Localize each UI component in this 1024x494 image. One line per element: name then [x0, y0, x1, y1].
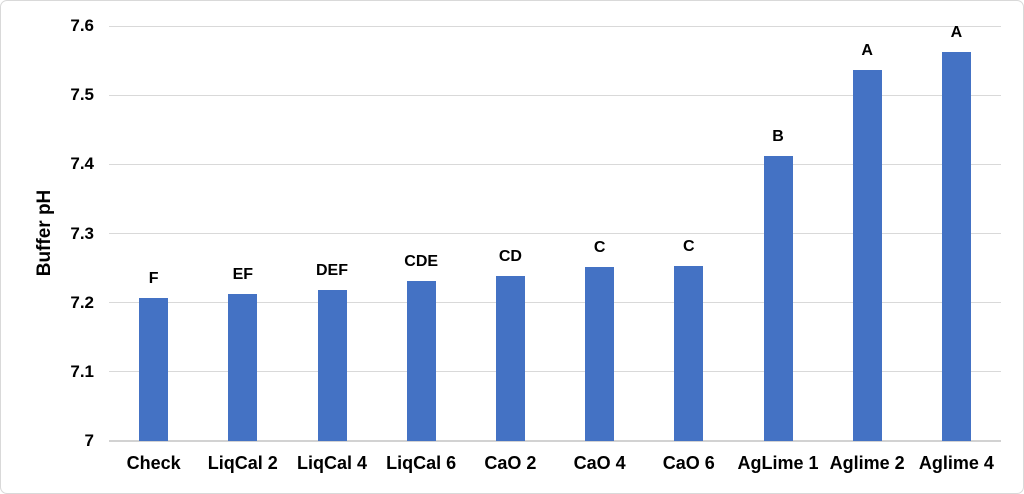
bar-letter-label: B	[772, 128, 784, 146]
bar	[317, 290, 347, 441]
bar	[495, 275, 525, 441]
y-tick-label: 7	[84, 431, 94, 450]
bar-letter-label: CD	[498, 247, 522, 265]
x-category-label: LiqCal 2	[207, 453, 278, 473]
y-tick-label: 7.6	[70, 16, 94, 35]
bar-letter-label: CDE	[404, 252, 439, 270]
x-category-label: LiqCal 4	[296, 453, 367, 473]
plot-area: F EF DEF CDE CD C C B A A	[109, 24, 1001, 442]
bar	[763, 156, 793, 441]
bar-letter-label: A	[861, 41, 873, 59]
gridline	[109, 371, 1001, 373]
y-tick-label: 7.4	[70, 154, 94, 174]
gridline	[109, 94, 1001, 96]
bar	[228, 293, 258, 441]
x-category-label: LiqCal 6	[386, 453, 457, 473]
bar-letter-label: C	[593, 239, 606, 257]
bar-letter-label: C	[683, 238, 695, 256]
y-tick-label: 7.3	[70, 223, 94, 243]
bar	[406, 280, 436, 441]
x-category-label: AgLime 1	[737, 453, 819, 473]
bar-letter-label: A	[950, 24, 963, 42]
bar	[585, 267, 615, 441]
gridline	[109, 163, 1001, 165]
bar-letter-label: DEF	[316, 262, 348, 280]
y-tick-label: 7.1	[70, 361, 94, 381]
x-category-label: CaO 4	[573, 453, 626, 473]
x-category-label: Aglime 2	[829, 453, 905, 473]
y-tick-label: 7.5	[70, 85, 94, 105]
bar	[674, 266, 704, 441]
gridline	[109, 25, 1001, 27]
x-category-label: CaO 6	[662, 453, 715, 473]
x-category-label: Check	[126, 453, 181, 473]
gridline	[109, 302, 1001, 304]
bar	[941, 52, 971, 441]
x-category-label: CaO 2	[484, 453, 537, 473]
bar-letter-label: EF	[232, 265, 254, 283]
x-category-label: Aglime 4	[918, 453, 994, 473]
bar	[139, 297, 169, 441]
gridline	[109, 233, 1001, 234]
x-axis-line	[109, 440, 1001, 442]
y-tick-label: 7.2	[70, 292, 94, 312]
bar-letter-label: F	[148, 269, 159, 287]
bar	[852, 69, 882, 441]
